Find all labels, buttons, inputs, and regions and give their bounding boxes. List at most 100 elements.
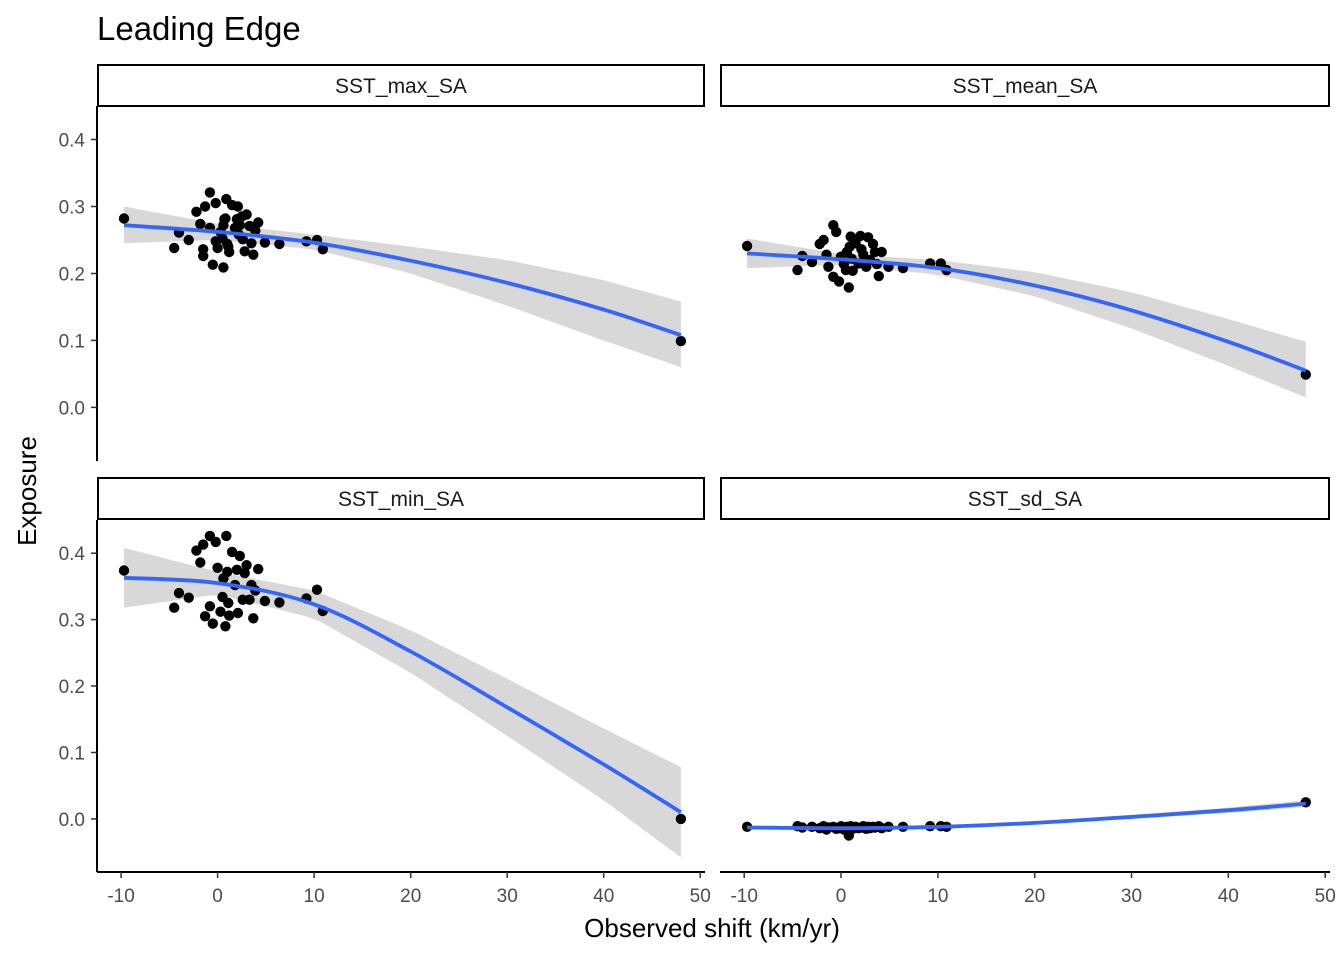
smooth-line — [746, 251, 1307, 373]
x-tick-label: 10 — [304, 886, 325, 907]
smooth-line — [123, 575, 682, 814]
strip-label: SST_sd_SA — [968, 488, 1082, 511]
data-point — [274, 597, 285, 608]
y-tick-label: 0.1 — [59, 331, 85, 352]
x-tick-label: 30 — [497, 886, 518, 907]
data-point — [867, 238, 879, 250]
data-point — [222, 566, 233, 577]
data-point — [234, 220, 245, 231]
data-point — [191, 545, 202, 556]
smooth-line — [123, 223, 682, 337]
y-tick-label: 0.3 — [59, 611, 85, 632]
data-point — [221, 530, 232, 542]
data-point — [806, 256, 818, 268]
data-point — [169, 242, 180, 254]
data-point — [183, 234, 194, 246]
y-tick-label: 0.4 — [59, 131, 86, 152]
data-point — [118, 213, 130, 224]
data-point — [248, 613, 259, 624]
data-point — [195, 557, 206, 568]
strip-box — [97, 477, 705, 520]
data-point — [253, 217, 264, 228]
x-tick-label: 40 — [593, 886, 614, 907]
data-point — [234, 550, 245, 562]
data-point — [224, 246, 235, 258]
chart-title: Leading Edge — [97, 10, 301, 47]
strip-label: SST_max_SA — [335, 75, 467, 98]
y-tick-label: 0.0 — [59, 810, 85, 831]
strip-label: SST_mean_SA — [953, 75, 1098, 98]
y-tick-label: 0.2 — [59, 265, 85, 286]
data-point — [198, 250, 209, 262]
y-tick-label: 0.4 — [59, 544, 86, 565]
data-point — [675, 813, 687, 825]
ticks-layer: 0.0 0.1 0.2 0.3 0.4 0.0 0.1 0.2 0.3 0.4 -10 0 10 20 30… — [59, 131, 1336, 908]
data-point — [241, 209, 252, 220]
data-point — [239, 246, 250, 257]
data-point — [311, 584, 323, 595]
x-tick-label: 0 — [836, 886, 847, 907]
data-point — [223, 597, 234, 609]
data-point — [274, 238, 285, 250]
panel-sst-sd: SST_sd_SA — [720, 477, 1330, 841]
y-tick-label: 0.1 — [59, 744, 85, 765]
data-point — [212, 562, 223, 573]
data-point — [855, 230, 866, 242]
data-point — [173, 587, 185, 599]
data-point — [792, 264, 803, 276]
data-point — [833, 276, 845, 287]
data-point — [204, 187, 216, 198]
data-point — [246, 238, 257, 249]
x-tick-label: 20 — [400, 886, 421, 907]
x-tick-label: -10 — [730, 886, 757, 907]
data-point — [241, 560, 252, 571]
panel-sst-min: SST_min_SA — [97, 477, 705, 858]
data-point — [210, 197, 221, 209]
strip-box — [720, 477, 1330, 520]
data-point — [212, 242, 223, 254]
x-tick-label: 20 — [1024, 886, 1045, 907]
data-point — [317, 244, 328, 255]
data-point — [226, 546, 238, 558]
data-point — [207, 259, 218, 270]
data-point — [118, 565, 130, 576]
data-point — [259, 595, 271, 607]
x-tick-label: 50 — [690, 886, 711, 907]
data-point — [823, 261, 834, 272]
strip-box — [720, 64, 1330, 107]
data-point — [215, 606, 226, 617]
smooth-line — [747, 801, 1306, 831]
panel-sst-mean: SST_mean_SA — [720, 64, 1330, 398]
data-point — [259, 237, 271, 248]
data-point — [253, 563, 264, 575]
data-point — [191, 206, 202, 217]
data-point — [847, 265, 858, 276]
strip-box — [97, 64, 705, 107]
data-point — [843, 282, 854, 293]
y-tick-label: 0.3 — [59, 198, 85, 219]
y-axis-title: Exposure — [12, 436, 42, 546]
x-tick-label: 40 — [1218, 886, 1239, 907]
data-point — [218, 262, 229, 273]
data-point — [876, 246, 887, 258]
x-tick-label: -10 — [107, 886, 134, 907]
data-point — [244, 594, 255, 605]
x-tick-label: 30 — [1121, 886, 1142, 907]
data-point — [183, 592, 194, 603]
data-point — [207, 618, 218, 629]
data-point — [818, 234, 829, 246]
data-point — [248, 249, 259, 260]
data-point — [199, 611, 211, 622]
data-point — [873, 270, 884, 282]
data-point — [237, 234, 248, 245]
data-point — [231, 564, 243, 575]
data-point — [220, 621, 231, 632]
data-point — [935, 258, 946, 269]
confidence-ribbon — [124, 547, 681, 858]
data-point — [250, 225, 261, 236]
data-point — [232, 607, 244, 619]
data-point — [220, 213, 231, 224]
data-point — [210, 536, 221, 548]
data-point — [199, 201, 211, 212]
